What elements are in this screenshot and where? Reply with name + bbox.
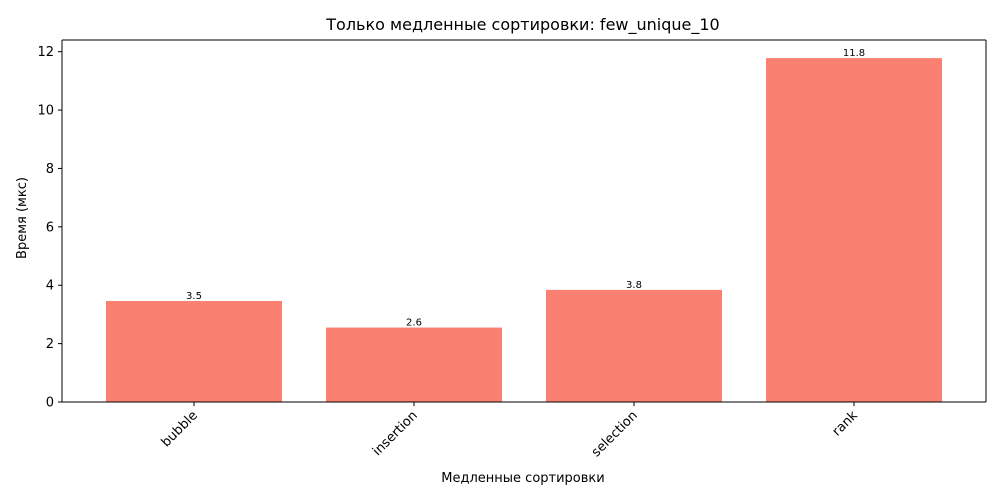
x-tick-label-bubble: bubble xyxy=(159,408,201,450)
bar-bubble xyxy=(106,300,282,402)
y-tick-label: 0 xyxy=(46,396,54,411)
y-tick-label: 6 xyxy=(46,220,54,235)
bar-value-label-insertion: 2.6 xyxy=(406,318,422,329)
bar-rank xyxy=(766,58,942,402)
y-tick-label: 2 xyxy=(46,337,54,352)
bar-value-label-selection: 3.8 xyxy=(626,280,642,291)
x-tick-label-insertion: insertion xyxy=(370,408,421,459)
y-axis-label: Время (мкс) xyxy=(15,177,30,259)
x-tick-label-rank: rank xyxy=(830,408,862,440)
chart-title: Только медленные сортировки: few_unique_… xyxy=(325,15,719,35)
y-tick-label: 8 xyxy=(46,162,54,177)
y-tick-label: 12 xyxy=(37,45,54,60)
bars-group: 3.5 2.6 3.8 11.8 xyxy=(106,48,942,402)
bar-value-label-bubble: 3.5 xyxy=(186,291,202,302)
bar-insertion xyxy=(326,327,502,402)
x-tick-label-selection: selection xyxy=(589,408,641,460)
x-axis-label: Медленные сортировки xyxy=(441,471,604,486)
bar-value-label-rank: 11.8 xyxy=(843,48,865,59)
bar-selection xyxy=(546,289,722,402)
y-tick-label: 4 xyxy=(46,279,54,294)
y-tick-label: 10 xyxy=(37,104,54,119)
